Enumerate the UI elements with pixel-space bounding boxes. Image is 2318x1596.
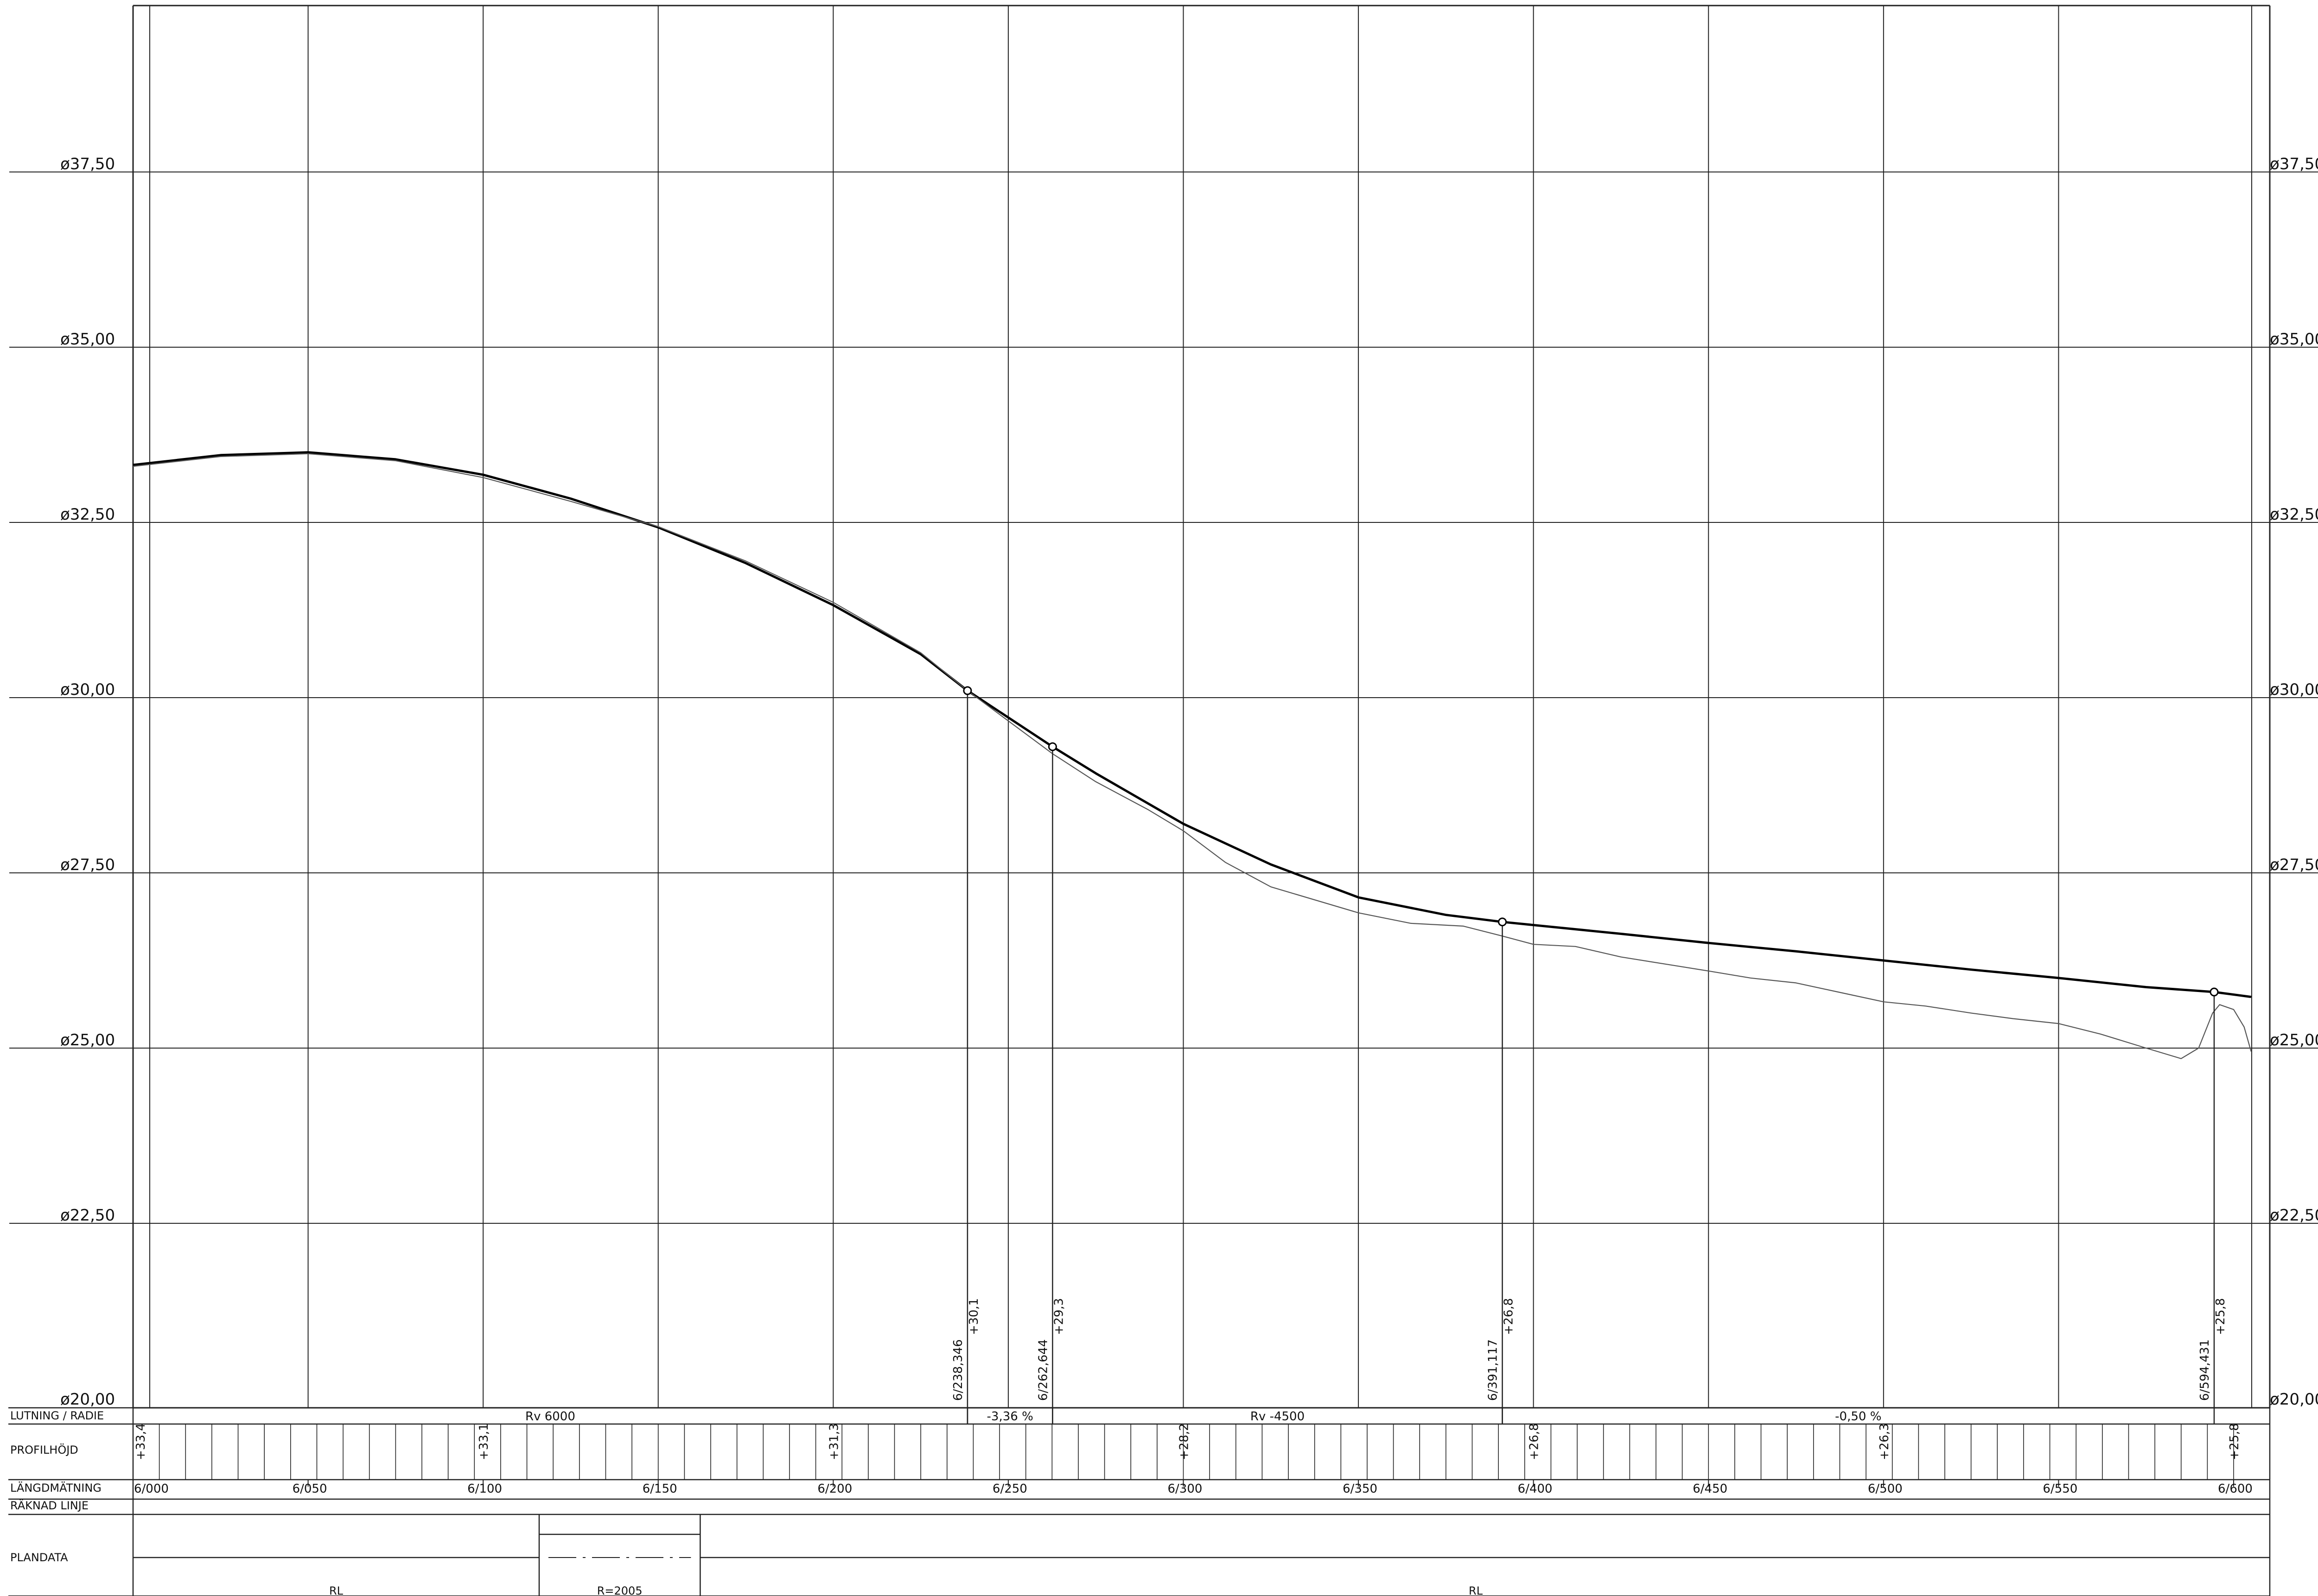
elevation-label-right: ø32,50 <box>2270 505 2318 524</box>
plandata-label: RL <box>329 1584 344 1596</box>
profilhojd-value: +25,8 <box>2228 1423 2242 1460</box>
vertex-elevation-label: +29,3 <box>1052 1298 1066 1335</box>
ground-profile-line <box>133 453 2252 1059</box>
lutning-segment-label: -0,50 % <box>1835 1410 1881 1424</box>
plandata-label: R=2005 <box>597 1584 643 1596</box>
profile-lines <box>133 451 2252 1059</box>
data-band-table: LUTNING / RADIE PROFILHÖJD LÄNGDMÄTNING RÄK… <box>8 1407 2271 1596</box>
vertical-curve-points: 6/238,346+30,1 6/262,644+29,3 6/391,117+26… <box>951 686 2228 1424</box>
station-label: 6/450 <box>1693 1482 1727 1496</box>
station-label: 6/350 <box>1343 1482 1377 1496</box>
profilhojd-value: +33,4 <box>134 1423 148 1460</box>
vertex-elevation-label: +26,8 <box>1502 1298 1516 1335</box>
elevation-label-left: ø32,50 <box>60 505 115 524</box>
row-label-profilhojd: PROFILHÖJD <box>10 1443 78 1456</box>
station-label: 6/150 <box>643 1482 677 1496</box>
elevation-label-right: ø27,50 <box>2270 856 2318 874</box>
profilhojd-value: +26,8 <box>1528 1423 1541 1460</box>
vertex-station-label: 6/594,431 <box>2198 1339 2212 1401</box>
vertex-station-label: 6/238,346 <box>951 1339 965 1401</box>
station-label: 6/200 <box>817 1482 852 1496</box>
lutning-segment-label: Rv -4500 <box>1250 1410 1305 1424</box>
elevation-label-right: ø22,50 <box>2270 1206 2318 1225</box>
station-label: 6/500 <box>1868 1482 1903 1496</box>
vertex-marker <box>1048 742 1057 751</box>
row-label-raknad-linje: RÄKNAD LINJE <box>10 1499 89 1512</box>
elevation-label-right: ø37,50 <box>2270 155 2318 173</box>
lutning-segment-label: Rv 6000 <box>525 1410 575 1424</box>
elevation-label-left: ø30,00 <box>60 680 115 699</box>
row-label-plandata: PLANDATA <box>10 1551 68 1564</box>
vertex-elevation-label: +25,8 <box>2214 1298 2228 1335</box>
grid-lines <box>9 5 2318 1409</box>
station-label: 6/600 <box>2218 1482 2253 1496</box>
row-label-langdmatning: LÄNGDMÄTNING <box>10 1481 102 1494</box>
vertex-marker <box>1498 917 1507 927</box>
elevation-level-labels: ø20,00 ø20,00 ø22,50 ø22,50 ø25,00 ø25,00 ø27,… <box>60 155 2318 1409</box>
station-label: 6/250 <box>993 1482 1027 1496</box>
vertex-elevation-label: +30,1 <box>967 1298 981 1335</box>
elevation-label-left: ø20,00 <box>60 1390 115 1409</box>
station-label: 6/000 <box>134 1482 169 1496</box>
profilhojd-value: +31,3 <box>827 1423 841 1460</box>
station-label: 6/400 <box>1518 1482 1553 1496</box>
elevation-label-right: ø35,00 <box>2270 330 2318 349</box>
elevation-label-right: ø25,00 <box>2270 1031 2318 1049</box>
elevation-label-left: ø22,50 <box>60 1206 115 1225</box>
profilhojd-value: +28,2 <box>1178 1423 1191 1460</box>
lutning-segment-label: -3,36 % <box>987 1410 1033 1424</box>
row-label-lutning: LUTNING / RADIE <box>10 1409 104 1422</box>
elevation-label-left: ø35,00 <box>60 330 115 349</box>
vertex-station-label: 6/391,117 <box>1486 1339 1500 1401</box>
station-label: 6/550 <box>2043 1482 2077 1496</box>
station-label: 6/300 <box>1168 1482 1203 1496</box>
elevation-label-right: ø30,00 <box>2270 680 2318 699</box>
vertex-station-label: 6/262,644 <box>1036 1339 1050 1401</box>
vertex-marker <box>2210 987 2219 997</box>
elevation-label-left: ø25,00 <box>60 1031 115 1049</box>
design-profile-line <box>133 451 2252 998</box>
profilhojd-value: +33,1 <box>477 1423 491 1460</box>
elevation-label-left: ø27,50 <box>60 856 115 874</box>
vertex-marker <box>963 686 972 695</box>
profilhojd-value: +26,3 <box>1878 1423 1891 1460</box>
station-label: 6/100 <box>467 1482 502 1496</box>
elevation-label-right: ø20,00 <box>2270 1390 2318 1409</box>
station-label: 6/050 <box>293 1482 327 1496</box>
elevation-label-left: ø37,50 <box>60 155 115 173</box>
plandata-label: RL <box>1469 1584 1483 1596</box>
